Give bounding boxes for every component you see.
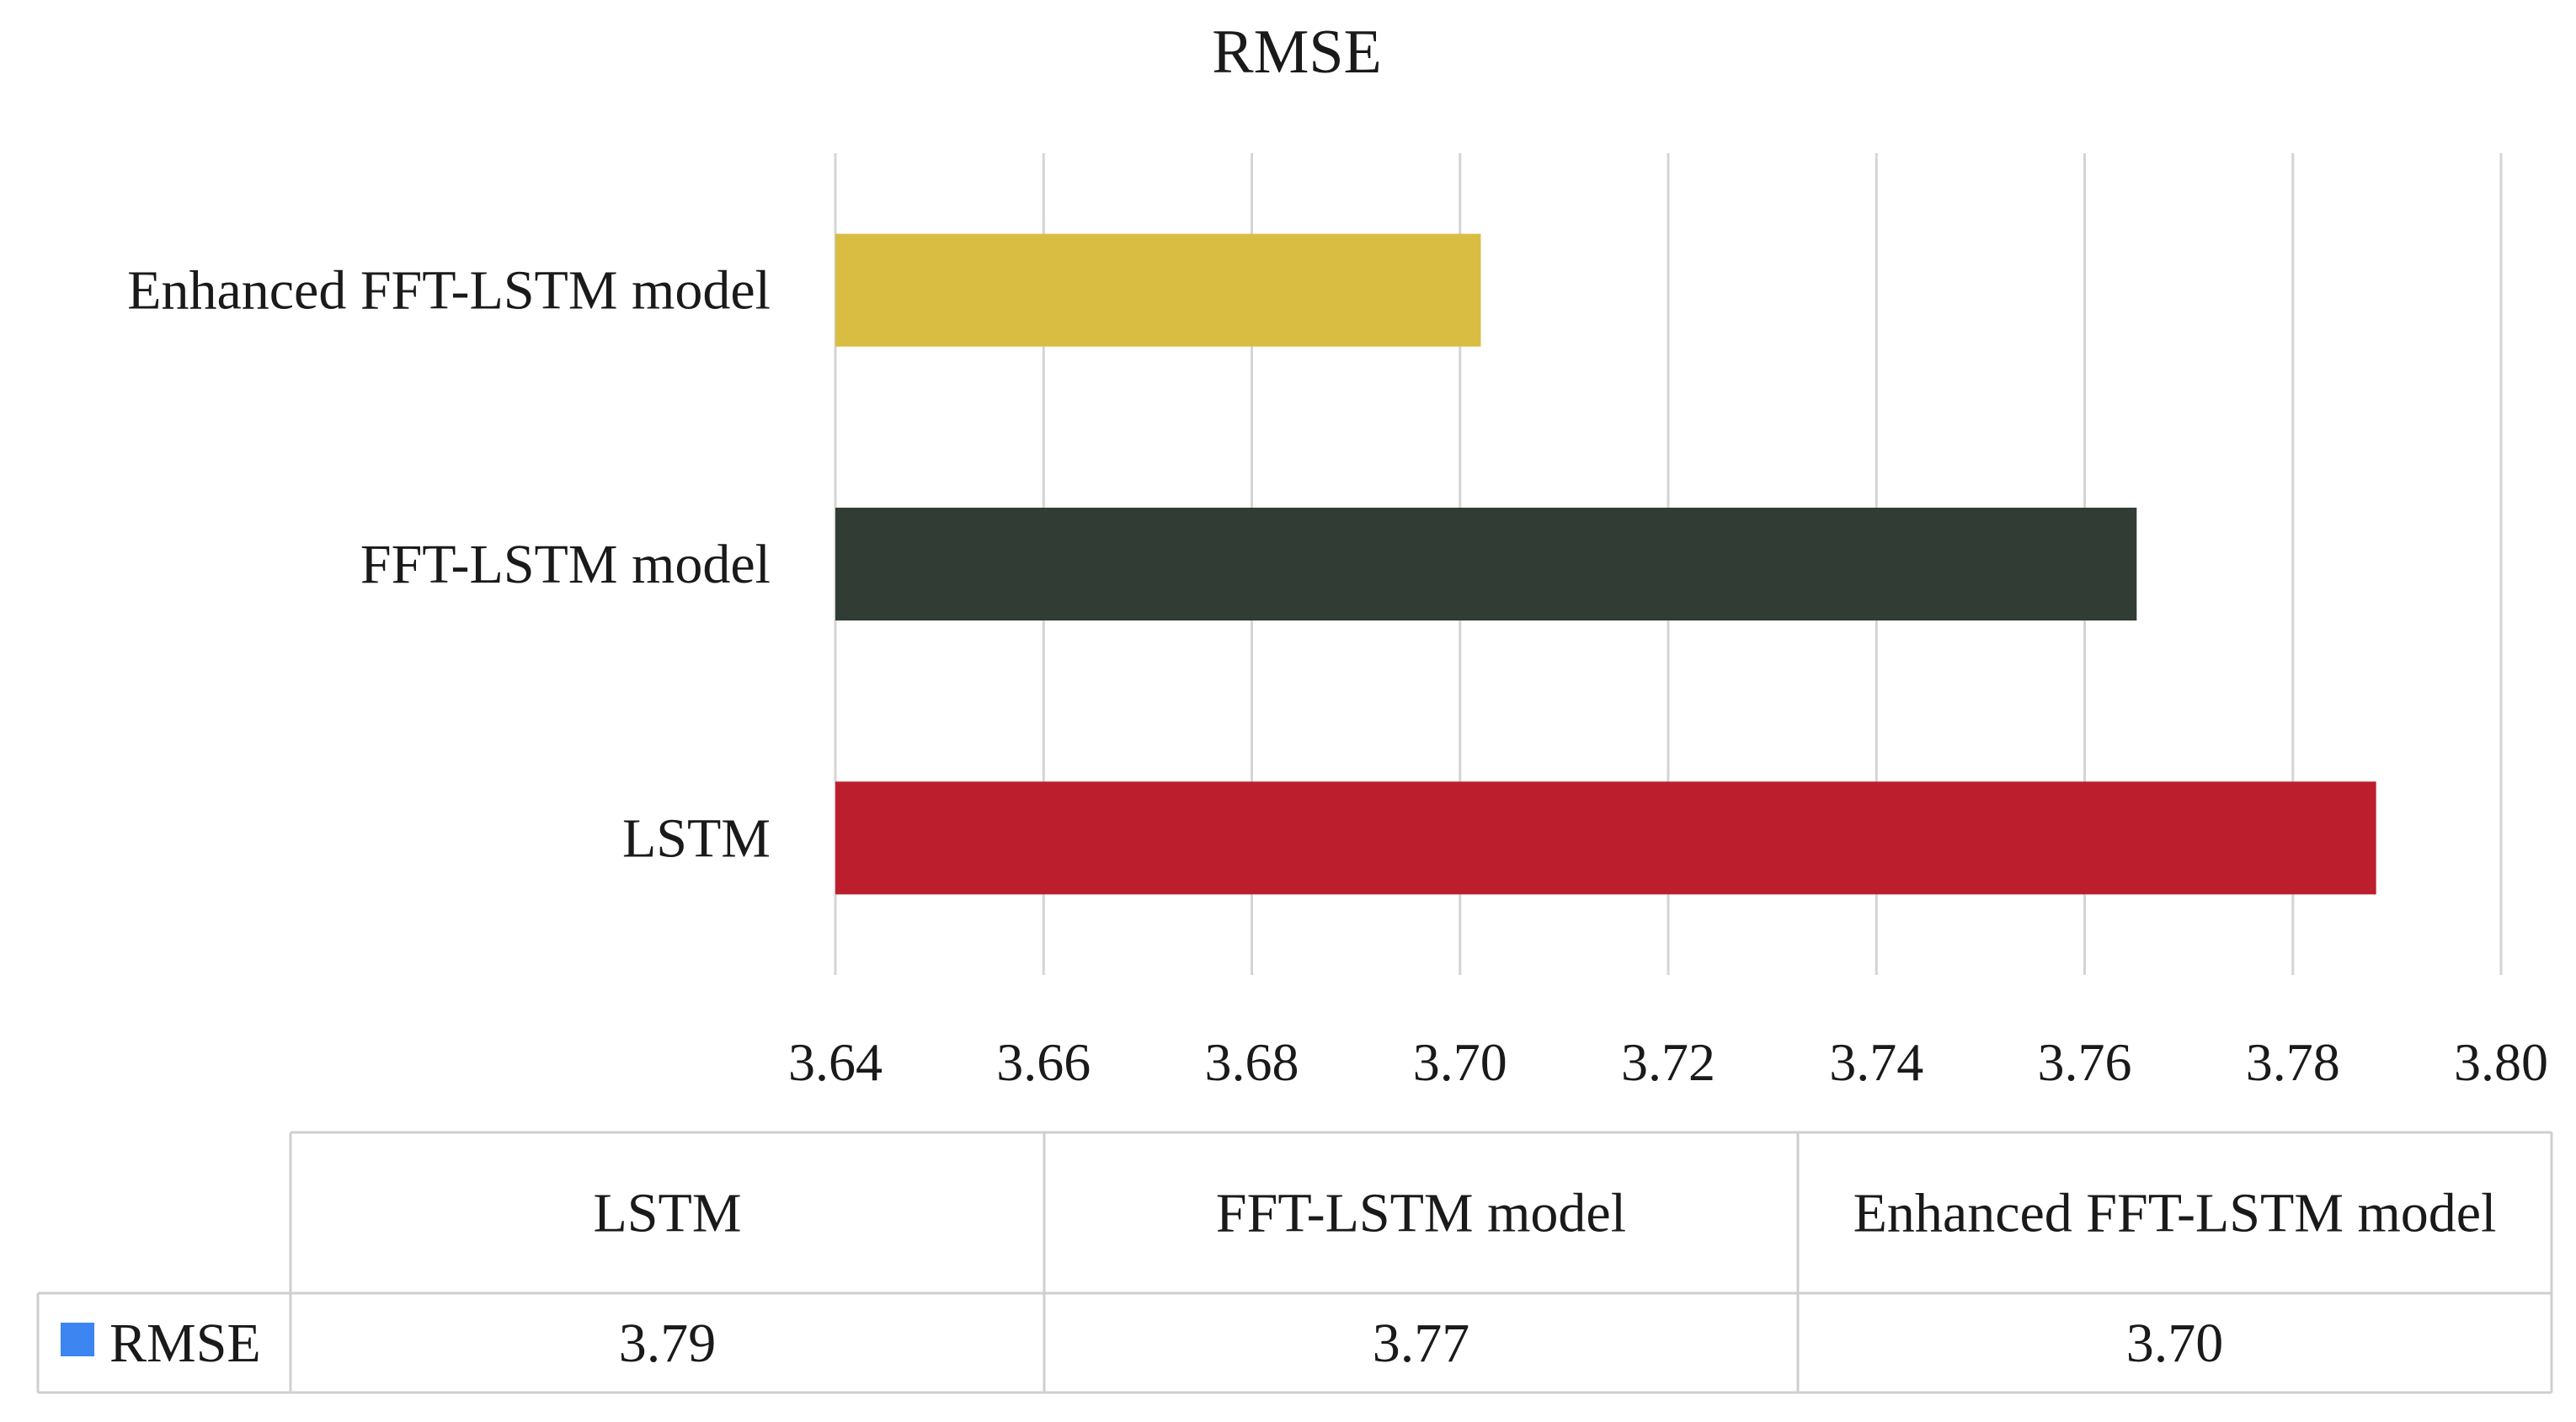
x-tick-label-2: 3.68 — [1205, 1032, 1299, 1092]
bar-enhanced-fft-lstm-model — [835, 233, 1481, 347]
table-header-1: FFT-LSTM model — [1216, 1183, 1626, 1244]
x-tick-label-8: 3.80 — [2454, 1032, 2548, 1092]
data-table: LSTM FFT-LSTM model Enhanced FFT-LSTM mode… — [36, 1131, 2553, 1394]
x-tick-label-0: 3.64 — [788, 1032, 883, 1092]
x-tick-label-3: 3.70 — [1413, 1032, 1507, 1092]
table-value-0: 3.79 — [619, 1313, 717, 1374]
category-label-0: LSTM — [622, 807, 771, 869]
bar-lstm — [835, 781, 2376, 895]
x-axis-ticks: 3.64 3.66 3.68 3.70 3.72 3.74 3.76 3.78 3.80 — [788, 1032, 2548, 1092]
table-value-2: 3.70 — [2126, 1313, 2224, 1374]
table-value-1: 3.77 — [1373, 1313, 1470, 1374]
bars — [835, 233, 2376, 895]
x-tick-label-4: 3.72 — [1621, 1032, 1715, 1092]
x-tick-label-6: 3.76 — [2038, 1032, 2132, 1092]
chart-title: RMSE — [1212, 18, 1382, 87]
x-tick-label-1: 3.66 — [996, 1032, 1091, 1092]
category-label-1: FFT-LSTM model — [360, 534, 771, 595]
bar-fft-lstm-model — [835, 508, 2137, 620]
x-tick-label-5: 3.74 — [1829, 1032, 1923, 1092]
legend-key-icon — [61, 1323, 94, 1356]
category-labels: LSTM FFT-LSTM model Enhanced FFT-LSTM mode… — [127, 260, 771, 870]
x-tick-label-7: 3.78 — [2246, 1032, 2340, 1092]
table-row-label: RMSE — [109, 1313, 261, 1374]
table-header-0: LSTM — [593, 1183, 741, 1244]
table-header-2: Enhanced FFT-LSTM model — [1853, 1183, 2497, 1244]
category-label-2: Enhanced FFT-LSTM model — [127, 260, 771, 322]
